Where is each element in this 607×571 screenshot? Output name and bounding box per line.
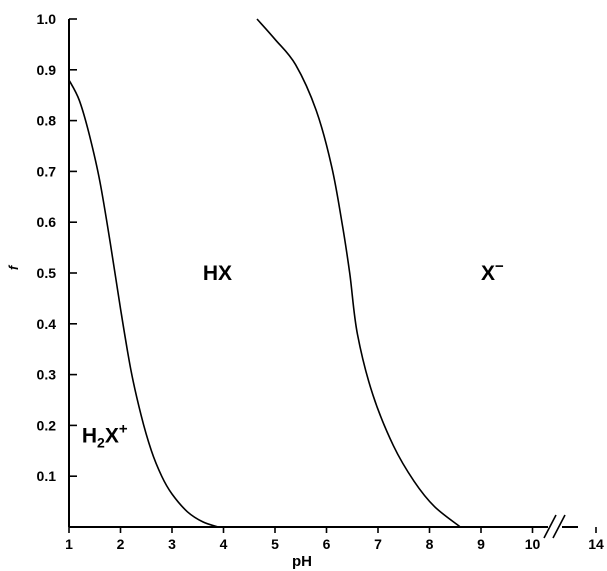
x-tick-label: 9 [477, 536, 485, 552]
y-tick-label: 0.1 [37, 468, 57, 484]
y-tick-label: 0.3 [37, 367, 57, 383]
axes [68, 19, 578, 539]
y-tick-label: 0.7 [37, 163, 57, 179]
axis-break-mark [552, 514, 566, 539]
x-tick-label: 2 [117, 536, 125, 552]
y-tick-label: 0.2 [37, 417, 57, 433]
region-label-rest: X [105, 425, 119, 448]
region-label-superscript: − [495, 258, 504, 275]
region-label: HX [203, 262, 232, 285]
region-label-superscript: + [119, 421, 128, 438]
region-label-main: H [82, 425, 97, 448]
region-label-main: HX [203, 262, 232, 285]
axis-break-mark [543, 514, 557, 539]
y-tick-label: 0.5 [37, 265, 57, 281]
x-axis-label: pH [292, 553, 312, 570]
x-tick-label: 6 [323, 536, 331, 552]
region-label-main: X [481, 262, 495, 285]
region-label-subscript: 2 [97, 435, 105, 451]
region-labels: H2X+HX X− [82, 258, 504, 451]
x-tick-label: 5 [271, 536, 279, 552]
x-tick-label: 10 [525, 536, 541, 552]
series-line-1 [68, 79, 219, 528]
x-tick-label: 3 [168, 536, 176, 552]
curves [68, 18, 461, 528]
region-label: H2X+ [82, 421, 128, 451]
y-tick-label: 0.4 [37, 316, 57, 332]
region-label: X− [481, 258, 504, 285]
ticks: 1 2 3 4 5 6 7 8 9 10 14 0.1 0.2 0.3 0.4 0.5 0.6 0.7 0.8 0.9… [37, 11, 604, 552]
y-tick-label: 0.8 [37, 113, 57, 129]
y-tick-label: 0.9 [37, 62, 57, 78]
y-axis-label: f [6, 264, 21, 270]
x-tick-label: 8 [426, 536, 434, 552]
x-tick-label: 1 [65, 536, 73, 552]
x-tick-label: 14 [588, 536, 604, 552]
series-line-2 [256, 18, 461, 528]
x-tick-label: 7 [374, 536, 382, 552]
y-tick-label: 1.0 [37, 11, 57, 27]
y-tick-label: 0.6 [37, 214, 57, 230]
x-tick-label: 4 [220, 536, 228, 552]
